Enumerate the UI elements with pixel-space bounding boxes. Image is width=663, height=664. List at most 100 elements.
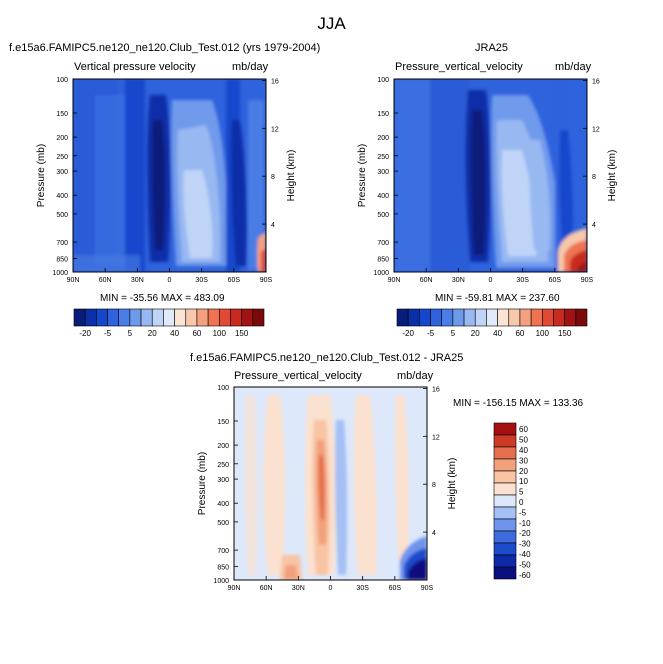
obs-xtick-label: 60S bbox=[549, 277, 562, 284]
model-colorbar-swatch bbox=[241, 308, 254, 327]
model-field bbox=[73, 79, 266, 272]
obs-colorbar-swatch bbox=[553, 308, 565, 327]
obs-field bbox=[394, 79, 587, 272]
obs-variable-label: Pressure_vertical_velocity bbox=[395, 61, 523, 73]
obs-ytick-label: 400 bbox=[377, 193, 389, 200]
obs-minmax: MIN = -59.81 MAX = 237.60 bbox=[435, 293, 560, 304]
model-xtick-label: 30N bbox=[131, 277, 144, 284]
diff-colorbar-label: 50 bbox=[519, 436, 528, 445]
diff-variable-label: Pressure_vertical_velocity bbox=[234, 370, 362, 382]
obs-rtick-label: 12 bbox=[592, 126, 600, 133]
diff-rtick-label: 8 bbox=[432, 482, 436, 489]
obs-ytick-label: 150 bbox=[377, 111, 389, 118]
model-ylabel: Pressure (mb) bbox=[36, 144, 47, 207]
obs-colorbar-swatch bbox=[474, 308, 487, 327]
obs-colorbar-swatch bbox=[541, 308, 554, 327]
diff-colorbar-label: -40 bbox=[519, 550, 531, 559]
model-colorbar-swatch bbox=[218, 308, 231, 327]
obs-colorbar-swatch bbox=[419, 308, 431, 327]
model-ytick-label: 400 bbox=[56, 193, 68, 200]
model-ytick-label: 100 bbox=[56, 77, 68, 84]
model-colorbar-swatch bbox=[174, 308, 187, 327]
diff-field bbox=[234, 387, 427, 580]
obs-rtick-label: 4 bbox=[592, 222, 596, 229]
model-variable-label: Vertical pressure velocity bbox=[74, 61, 196, 73]
model-xtick-label: 60N bbox=[99, 277, 112, 284]
obs-rtick-label: 16 bbox=[592, 78, 600, 85]
diff-ylabel: Pressure (mb) bbox=[197, 452, 208, 515]
model-ylabel-right: Height (km) bbox=[286, 150, 297, 202]
diff-colorbar-swatch bbox=[493, 554, 517, 568]
diff-ytick-label: 100 bbox=[217, 385, 229, 392]
diff-colorbar-swatch bbox=[493, 494, 517, 508]
obs-colorbar-label: 40 bbox=[493, 329, 502, 338]
obs-colorbar-label: -20 bbox=[402, 329, 414, 338]
model-colorbar-swatch bbox=[107, 308, 120, 327]
model-colorbar-swatch bbox=[252, 308, 265, 327]
obs-xtick-label: 30S bbox=[516, 277, 529, 284]
obs-colorbar-swatch bbox=[564, 308, 577, 327]
diff-colorbar-swatch bbox=[493, 470, 517, 484]
diff-xtick-label: 60N bbox=[260, 585, 273, 592]
obs-ytick-label: 100 bbox=[377, 77, 389, 84]
obs-colorbar-label: 20 bbox=[471, 329, 480, 338]
diff-case-title: f.e15a6.FAMIPC5.ne120_ne120.Club_Test.01… bbox=[190, 352, 464, 364]
diff-xtick-label: 90S bbox=[421, 585, 434, 592]
diff-colorbar-label: 60 bbox=[519, 425, 528, 434]
model-ytick-label: 200 bbox=[56, 135, 68, 142]
obs-colorbar: -20 -5 5 20 40 60 100 150 bbox=[396, 308, 588, 338]
obs-colorbar-label: 100 bbox=[536, 329, 550, 338]
diff-colorbar-swatch bbox=[493, 518, 517, 532]
diff-xtick-label: 60S bbox=[389, 585, 402, 592]
diff-ylabel-right: Height (km) bbox=[447, 458, 458, 510]
diff-rtick-label: 16 bbox=[432, 386, 440, 393]
model-xtick-label: 0 bbox=[168, 277, 172, 284]
diff-colorbar-label: -30 bbox=[519, 540, 531, 549]
obs-colorbar-swatch bbox=[463, 308, 476, 327]
model-units-label: mb/day bbox=[232, 61, 269, 73]
diff-colorbar-swatch bbox=[493, 506, 517, 520]
diff-ytick-label: 700 bbox=[217, 548, 229, 555]
model-ytick-label: 500 bbox=[56, 212, 68, 219]
model-colorbar-label: 5 bbox=[128, 329, 133, 338]
obs-colorbar-swatch bbox=[575, 308, 588, 327]
diff-xtick-label: 30N bbox=[292, 585, 305, 592]
diff-colorbar-swatch bbox=[493, 422, 517, 436]
model-colorbar-label: 60 bbox=[192, 329, 201, 338]
model-xtick-label: 30S bbox=[195, 277, 208, 284]
diff-colorbar-swatch bbox=[493, 530, 517, 544]
diff-colorbar-label: -5 bbox=[519, 508, 527, 517]
diff-xtick-label: 30S bbox=[356, 585, 369, 592]
diff-ytick-label: 400 bbox=[217, 501, 229, 508]
model-colorbar-swatch bbox=[163, 308, 175, 327]
obs-colorbar-swatch bbox=[519, 308, 532, 327]
obs-colorbar-swatch bbox=[486, 308, 498, 327]
diff-colorbar-label: 30 bbox=[519, 456, 528, 465]
diff-units-label: mb/day bbox=[397, 370, 434, 382]
model-colorbar-label: -5 bbox=[104, 329, 112, 338]
diff-colorbar-swatch bbox=[493, 434, 517, 448]
obs-xtick-label: 0 bbox=[489, 277, 493, 284]
obs-colorbar-label: -5 bbox=[427, 329, 435, 338]
model-ytick-label: 1000 bbox=[52, 270, 68, 277]
obs-colorbar-swatch bbox=[407, 308, 420, 327]
model-rtick-label: 4 bbox=[271, 222, 275, 229]
obs-case-title: JRA25 bbox=[475, 42, 509, 54]
obs-xtick-label: 60N bbox=[420, 277, 433, 284]
diff-xtick-label: 90N bbox=[228, 585, 241, 592]
diff-colorbar-swatch bbox=[493, 446, 517, 460]
obs-ytick-label: 200 bbox=[377, 135, 389, 142]
model-colorbar: -20 -5 5 20 40 60 100 150 bbox=[73, 308, 265, 338]
model-ytick-label: 150 bbox=[56, 111, 68, 118]
obs-rtick-label: 8 bbox=[592, 174, 596, 181]
diff-rtick-label: 12 bbox=[432, 434, 440, 441]
obs-ytick-label: 1000 bbox=[373, 270, 389, 277]
model-colorbar-swatch bbox=[196, 308, 209, 327]
obs-colorbar-swatch bbox=[430, 308, 443, 327]
colorbars-layer: -20 -5 5 20 40 60 100 150 -20 -5 5 20 40 60 100 1506050… bbox=[73, 308, 588, 580]
model-xtick-label: 60S bbox=[228, 277, 241, 284]
model-minmax: MIN = -35.56 MAX = 483.09 bbox=[100, 293, 225, 304]
figure-title: JJA bbox=[317, 14, 346, 33]
model-xtick-label: 90N bbox=[67, 277, 80, 284]
